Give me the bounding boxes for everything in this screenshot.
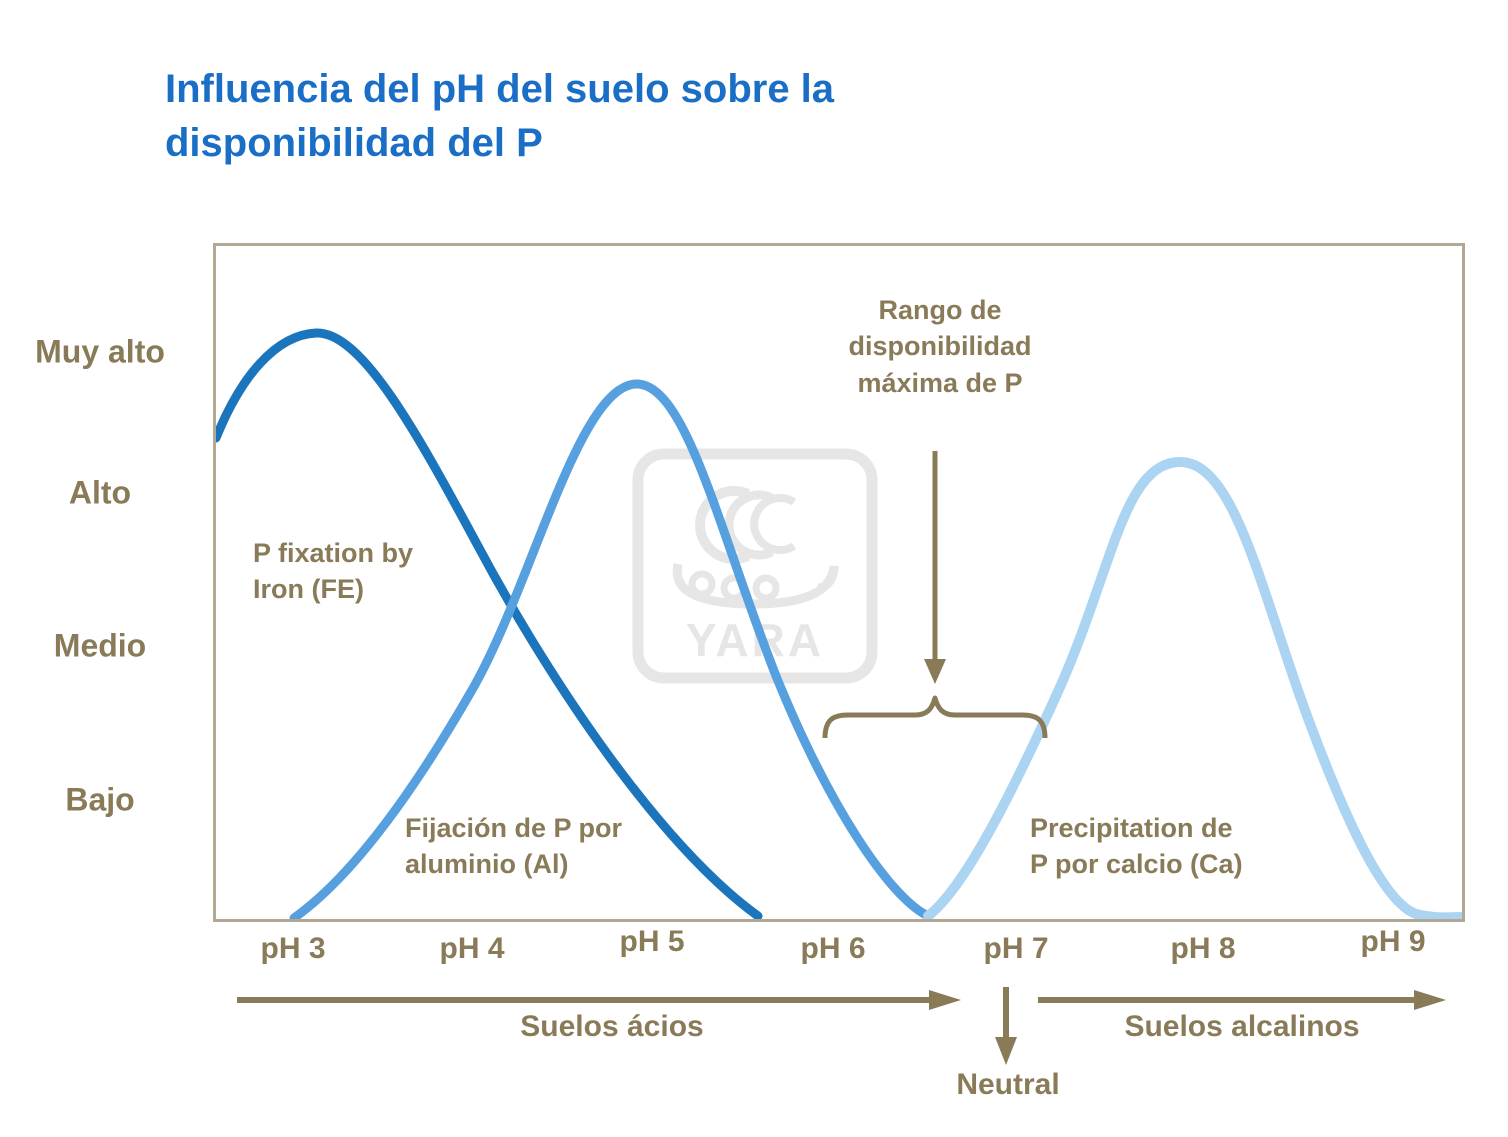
- x-tick-ph9: pH 9: [1360, 925, 1426, 958]
- acid-arrow-head: [929, 990, 961, 1010]
- acid-soils-arrow: [237, 990, 961, 1010]
- x-tick-ph8: pH 8: [1170, 932, 1236, 965]
- annotation-arrow-head: [924, 659, 946, 684]
- calcium-curve-label: Precipitation de P por calcio (Ca): [1030, 810, 1243, 883]
- page-title: Influencia del pH del suelo sobre la disp…: [165, 62, 834, 170]
- aluminium-curve-label: Fijación de P por aluminio (Al): [405, 810, 622, 883]
- title-line-1: Influencia del pH del suelo sobre la: [165, 67, 835, 111]
- x-tick-ph5: pH 5: [619, 925, 685, 958]
- availability-curves: [216, 328, 1462, 919]
- aluminium-label-line-2: aluminio (Al): [405, 849, 569, 880]
- acid-soils-label: Suelos ácios: [520, 1010, 704, 1043]
- x-tick-ph6: pH 6: [800, 932, 866, 965]
- y-tick-alto: Alto: [68, 474, 132, 511]
- neutral-label: Neutral: [956, 1068, 1060, 1101]
- annotation-max-availability: Rango de disponibilidad máxima de P: [800, 292, 1080, 401]
- ship-sail-icon: [724, 490, 774, 560]
- annotation-line-3: máxima de P: [857, 367, 1023, 398]
- calcium-label-line-2: P por calcio (Ca): [1030, 849, 1243, 880]
- calcium-label-line-1: Precipitation de: [1030, 813, 1233, 843]
- y-tick-bajo: Bajo: [65, 781, 135, 818]
- alkaline-soils-label: Suelos alcalinos: [1124, 1010, 1360, 1043]
- iron-curve-label: P fixation by Iron (FE): [253, 535, 413, 608]
- aluminium-curve: [289, 379, 933, 919]
- watermark-frame: [632, 448, 878, 684]
- calcium-curve: [923, 456, 1462, 919]
- alkaline-arrow-head: [1414, 990, 1446, 1010]
- neutral-arrow: [995, 987, 1017, 1065]
- y-tick-muy-alto: Muy alto: [35, 333, 165, 370]
- range-brace: [822, 695, 1048, 739]
- ship-sail-icon: [750, 494, 797, 554]
- y-tick-medio: Medio: [53, 627, 147, 664]
- x-tick-ph3: pH 3: [260, 932, 326, 965]
- iron-label-line-1: P fixation by: [253, 538, 414, 568]
- ship-hull-icon: [672, 563, 839, 609]
- annotation-line-1: Rango de: [878, 295, 1002, 325]
- iron-label-line-2: Iron (FE): [253, 574, 364, 605]
- x-tick-ph7: pH 7: [983, 932, 1049, 965]
- neutral-arrow-head: [995, 1037, 1017, 1065]
- aluminium-label-line-1: Fijación de P por: [405, 813, 623, 843]
- x-tick-ph4: pH 4: [439, 932, 505, 965]
- alkaline-soils-arrow: [1038, 990, 1446, 1010]
- iron-curve: [216, 328, 763, 919]
- title-line-2: disponibilidad del P: [165, 121, 543, 165]
- plot-area: YARA: [213, 243, 1465, 922]
- ship-shield-icon: [752, 574, 780, 602]
- annotation-line-2: disponibilidad: [848, 331, 1032, 362]
- ship-shield-icon: [688, 570, 716, 598]
